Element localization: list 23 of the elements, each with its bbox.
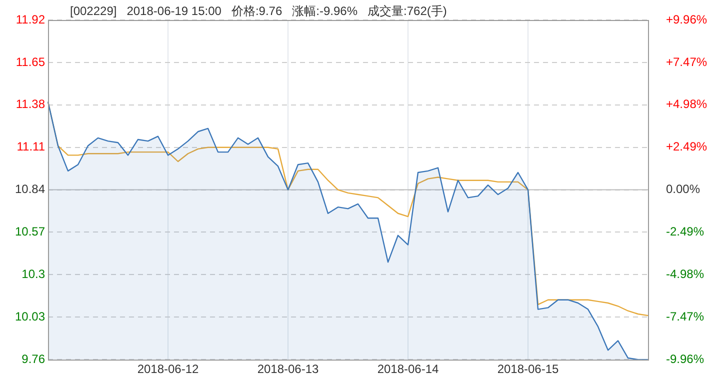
y2-tick-label: +2.49% <box>666 140 708 154</box>
y-tick-label: 10.57 <box>14 224 46 239</box>
x-tick-label: 2018-06-13 <box>257 362 320 376</box>
y-tick-label: 11.11 <box>16 140 46 154</box>
y2-tick-label: -4.98% <box>666 267 704 282</box>
x-tick-label: 2018-06-14 <box>377 362 440 376</box>
y2-tick-label: +4.98% <box>666 97 708 112</box>
y2-tick-label: -9.96% <box>666 352 704 366</box>
chart-title: [002229] 2018-06-19 15:00 价格:9.76 涨幅:-9.96% 成交量:762(手) <box>70 3 447 20</box>
y-tick-label: 11.92 <box>16 12 46 26</box>
y-tick-label: 11.65 <box>16 54 46 69</box>
y-tick-label: 9.76 <box>22 352 46 366</box>
y-tick-label: 10.03 <box>14 309 46 324</box>
x-tick-label: 2018-06-15 <box>497 362 560 376</box>
y2-tick-label: +9.96% <box>666 12 708 26</box>
y-tick-label: 10.84 <box>14 182 46 196</box>
x-tick-label: 2018-06-12 <box>137 362 200 376</box>
y2-tick-label: 0.00% <box>666 182 700 196</box>
y-tick-label: 11.38 <box>16 97 46 112</box>
y2-tick-label: +7.47% <box>666 54 708 69</box>
y2-tick-label: -2.49% <box>666 224 704 239</box>
y2-tick-label: -7.47% <box>666 309 704 324</box>
y-tick-label: 10.3 <box>22 267 46 282</box>
